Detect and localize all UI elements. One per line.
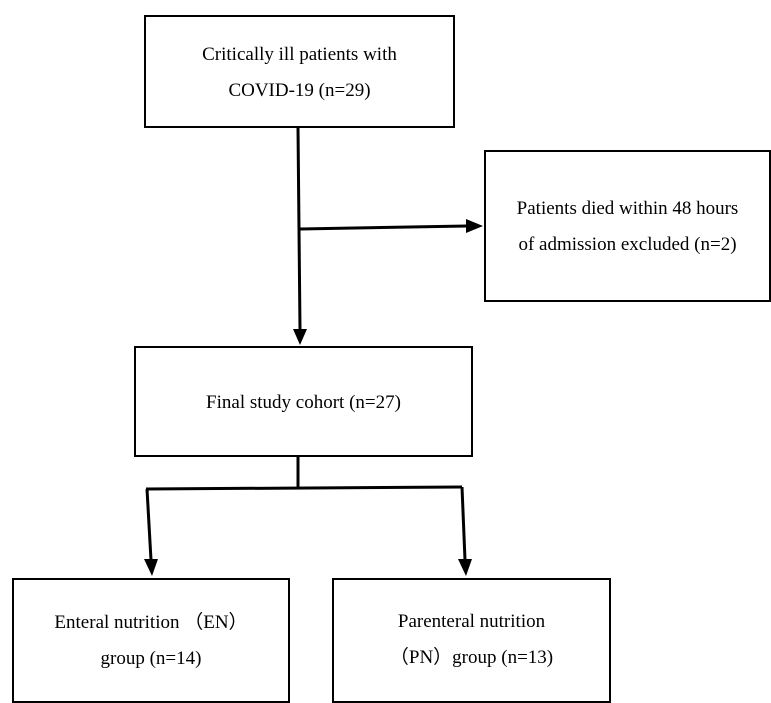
connector-start-to-cohort — [296, 127, 302, 331]
connector-to-en — [145, 488, 153, 561]
arrowhead-to-en — [144, 559, 158, 576]
box-cohort-line1: Final study cohort (n=27) — [206, 392, 401, 413]
arrowhead-to-excluded — [466, 219, 483, 233]
box-start-line1: Critically ill patients with — [202, 44, 397, 65]
connector-to-excluded — [299, 224, 468, 231]
box-excluded-line1: Patients died within 48 hours — [516, 198, 739, 219]
arrowhead-to-cohort — [293, 329, 307, 345]
box-final-study-cohort: Final study cohort (n=27) — [134, 346, 473, 457]
box-excluded-line2: of admission excluded (n=2) — [518, 234, 737, 255]
box-en-line1: Enteral nutrition （EN） — [54, 612, 248, 633]
box-pn-line2: （PN）group (n=13) — [389, 647, 554, 668]
box-en-line2: group (n=14) — [100, 648, 202, 669]
box-critically-ill-patients: Critically ill patients with COVID-19 (n… — [144, 15, 455, 128]
connector-to-pn — [460, 486, 467, 561]
box-excluded-patients: Patients died within 48 hours of admissi… — [484, 150, 771, 302]
box-enteral-nutrition-group: Enteral nutrition （EN） group (n=14) — [12, 578, 290, 703]
box-pn-line1: Parenteral nutrition — [397, 611, 546, 632]
box-start-line2: COVID-19 (n=29) — [228, 80, 371, 101]
connector-split — [145, 485, 463, 491]
arrowhead-to-pn — [458, 559, 472, 576]
box-parenteral-nutrition-group: Parenteral nutrition （PN）group (n=13) — [332, 578, 611, 703]
